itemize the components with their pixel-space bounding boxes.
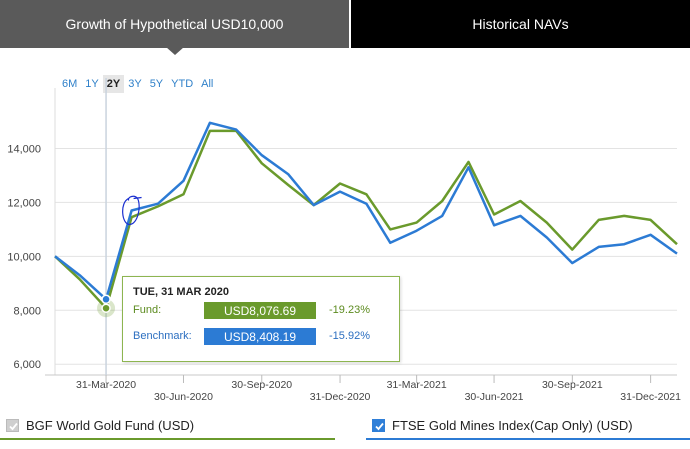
hover-tooltip: TUE, 31 MAR 2020 Fund: USD8,076.69 -19.2…: [122, 276, 400, 362]
tooltip-bench-value: USD8,408.19: [204, 328, 316, 345]
fund-hover-point: [101, 303, 111, 313]
check-icon: [9, 422, 18, 430]
tab-growth-label: Growth of Hypothetical USD10,000: [65, 16, 284, 32]
tooltip-bench-label: Benchmark:: [133, 330, 192, 342]
tab-active-arrow: [166, 47, 184, 55]
range-ytd[interactable]: YTD: [171, 78, 194, 90]
x-tick-label: 30-Jun-2020: [154, 391, 213, 403]
fund-checkbox[interactable]: [6, 418, 19, 432]
y-tick-label: 12,000: [7, 197, 41, 209]
legend-fund-label: BGF World Gold Fund (USD): [26, 417, 195, 433]
fund-series-line: [54, 129, 678, 310]
legend-benchmark[interactable]: FTSE Gold Mines Index(Cap Only) (USD): [366, 412, 690, 440]
tooltip-fund-pct: -19.23%: [329, 304, 370, 316]
x-tick-label: 30-Sep-2021: [542, 379, 603, 391]
range-1y[interactable]: 1Y: [85, 78, 99, 90]
range-2y[interactable]: 2Y: [102, 75, 125, 93]
benchmark-checkbox[interactable]: [372, 418, 385, 432]
tooltip-fund-value: USD8,076.69: [204, 302, 316, 319]
x-tick-label: 31-Mar-2020: [76, 379, 136, 391]
range-3y[interactable]: 3Y: [128, 78, 142, 90]
x-tick-label: 31-Dec-2020: [310, 391, 371, 403]
check-icon: [375, 422, 384, 430]
y-tick-label: 6,000: [13, 359, 41, 371]
legend-fund[interactable]: BGF World Gold Fund (USD): [0, 412, 335, 440]
y-tick-label: 14,000: [7, 143, 41, 155]
tab-historical-navs[interactable]: Historical NAVs: [351, 0, 690, 48]
benchmark-series-line: [54, 121, 678, 301]
tab-navs-label: Historical NAVs: [472, 16, 569, 32]
benchmark-hover-point: [101, 294, 111, 305]
x-tick-label: 30-Jun-2021: [465, 391, 524, 403]
range-6m[interactable]: 6M: [62, 78, 78, 90]
y-tick-label: 10,000: [7, 251, 41, 263]
annotation-scribble: [122, 195, 142, 226]
range-5y[interactable]: 5Y: [149, 78, 164, 90]
tab-growth[interactable]: Growth of Hypothetical USD10,000: [0, 0, 349, 48]
legend-benchmark-label: FTSE Gold Mines Index(Cap Only) (USD): [392, 417, 633, 433]
y-tick-label: 8,000: [13, 305, 41, 317]
x-tick-label: 31-Dec-2021: [620, 391, 681, 403]
tooltip-date: TUE, 31 MAR 2020: [133, 286, 229, 298]
range-selector: 6M 1Y 2Y 3Y 5Y YTD All: [58, 75, 217, 93]
range-all[interactable]: All: [201, 78, 214, 90]
x-tick-label: 30-Sep-2020: [231, 379, 292, 391]
tooltip-fund-label: Fund:: [133, 304, 162, 316]
x-tick-label: 31-Mar-2021: [387, 379, 447, 391]
tooltip-bench-pct: -15.92%: [329, 330, 370, 342]
